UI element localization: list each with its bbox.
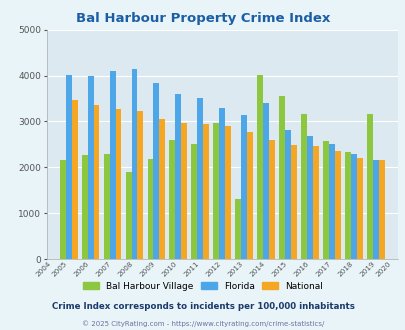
Bar: [213, 123, 219, 259]
Bar: [169, 140, 175, 259]
Bar: [247, 132, 252, 259]
Bar: [115, 109, 121, 259]
Bar: [159, 119, 165, 259]
Bar: [366, 114, 372, 259]
Bar: [109, 71, 115, 259]
Bar: [103, 154, 109, 259]
Bar: [235, 199, 241, 259]
Bar: [290, 145, 296, 259]
Bar: [344, 152, 350, 259]
Bar: [269, 140, 275, 259]
Legend: Bal Harbour Village, Florida, National: Bal Harbour Village, Florida, National: [82, 282, 323, 291]
Bar: [306, 136, 312, 259]
Text: Crime Index corresponds to incidents per 100,000 inhabitants: Crime Index corresponds to incidents per…: [51, 302, 354, 311]
Bar: [147, 159, 153, 259]
Bar: [197, 98, 203, 259]
Bar: [175, 94, 181, 259]
Text: © 2025 CityRating.com - https://www.cityrating.com/crime-statistics/: © 2025 CityRating.com - https://www.city…: [82, 321, 323, 327]
Bar: [241, 115, 247, 259]
Bar: [279, 96, 284, 259]
Bar: [284, 130, 290, 259]
Bar: [225, 126, 230, 259]
Bar: [219, 108, 225, 259]
Bar: [60, 159, 66, 259]
Bar: [131, 69, 137, 259]
Bar: [71, 100, 77, 259]
Bar: [191, 145, 197, 259]
Bar: [153, 83, 159, 259]
Bar: [137, 111, 143, 259]
Bar: [181, 123, 187, 259]
Bar: [372, 160, 378, 259]
Bar: [334, 151, 340, 259]
Bar: [312, 146, 318, 259]
Bar: [301, 114, 306, 259]
Bar: [350, 153, 356, 259]
Bar: [356, 158, 362, 259]
Bar: [125, 172, 131, 259]
Bar: [262, 103, 269, 259]
Bar: [87, 76, 93, 259]
Text: Bal Harbour Property Crime Index: Bal Harbour Property Crime Index: [76, 12, 329, 24]
Bar: [322, 141, 328, 259]
Bar: [257, 75, 262, 259]
Bar: [203, 124, 209, 259]
Bar: [81, 155, 87, 259]
Bar: [93, 105, 99, 259]
Bar: [378, 160, 384, 259]
Bar: [66, 75, 71, 259]
Bar: [328, 144, 334, 259]
